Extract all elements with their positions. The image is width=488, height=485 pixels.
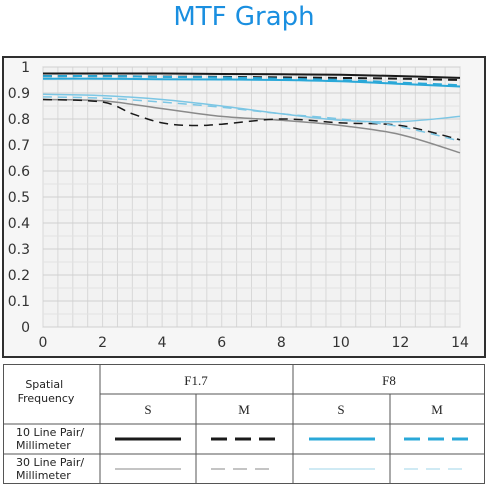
x-axis-ticks: 0 2 4 6 8 10 12 14 [39,335,469,351]
aperture-f8-header: F8 [382,373,396,388]
y-tick-label: 0.3 [8,242,30,258]
y-tick-label: 0.5 [8,190,30,206]
row-label-10lp: 10 Line Pair/ Millimeter [16,426,88,452]
y-tick-label: 0.8 [8,112,30,128]
y-tick-label: 0.1 [8,294,30,310]
series-line-30lp-f17-m [42,98,461,141]
series-line-30lp-f8-s [42,93,461,123]
x-tick-label: 8 [277,335,286,351]
x-tick-label: 2 [98,335,107,351]
row-label-30lp: 30 Line Pair/ Millimeter [16,456,88,482]
series-line-10lp-f17-s [42,72,461,79]
direction-m-f8: M [431,402,443,417]
direction-s-f17: S [144,402,151,417]
series-line-10lp-f8-s [42,77,461,88]
y-tick-label: 1 [21,60,30,76]
series-line-30lp-f8-m [42,96,461,142]
y-tick-label: 0.4 [8,216,30,232]
grid [42,66,461,328]
series-line-30lp-f17-s [42,98,461,154]
aperture-f17-header: F1.7 [184,373,208,388]
x-tick-label: 14 [451,335,469,351]
y-tick-label: 0.2 [8,268,30,284]
x-tick-label: 0 [39,335,48,351]
y-tick-label: 0.9 [8,86,30,102]
legend-table: Spatial Frequency F1.7 F8 S M S M 10 Lin… [3,364,485,484]
x-tick-label: 12 [392,335,410,351]
y-tick-label: 0.6 [8,164,30,180]
series-lines [42,72,461,154]
y-tick-label: 0 [21,320,30,336]
x-tick-label: 4 [158,335,167,351]
spatial-frequency-header: Spatial Frequency [18,378,75,405]
direction-s-f8: S [337,402,344,417]
y-tick-label: 0.7 [8,138,30,154]
series-line-10lp-f8-m [42,75,461,87]
x-tick-label: 10 [332,335,350,351]
mtf-chart: 0 0.1 0.2 0.3 0.4 0.5 0.6 0.7 0.8 0.9 1 0 2 4 6 8 10 12 1… [2,56,486,358]
x-tick-label: 6 [217,335,226,351]
page-title: MTF Graph [173,2,315,32]
direction-m-f17: M [238,402,250,417]
y-axis-ticks: 0 0.1 0.2 0.3 0.4 0.5 0.6 0.7 0.8 0.9 1 [8,60,30,336]
